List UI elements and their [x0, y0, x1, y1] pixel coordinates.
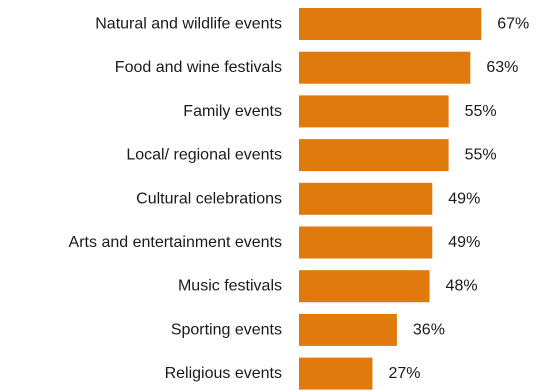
- value-label: 63%: [486, 59, 518, 76]
- bar: [299, 95, 449, 128]
- value-label: 36%: [413, 321, 445, 338]
- category-label: Music festivals: [178, 278, 282, 295]
- category-label: Local/ regional events: [126, 147, 282, 164]
- bar: [299, 182, 433, 215]
- category-label: Arts and entertainment events: [69, 234, 282, 251]
- bar: [299, 313, 397, 346]
- bar: [299, 357, 373, 390]
- bar: [299, 226, 433, 259]
- category-label: Natural and wildlife events: [95, 16, 282, 33]
- category-label: Food and wine festivals: [115, 59, 282, 76]
- value-label: 55%: [465, 103, 497, 120]
- value-label: 55%: [465, 147, 497, 164]
- bar: [299, 51, 471, 84]
- category-label: Cultural celebrations: [136, 190, 282, 207]
- value-label: 48%: [446, 278, 478, 295]
- value-label: 49%: [448, 190, 480, 207]
- value-label: 49%: [448, 234, 480, 251]
- category-label: Family events: [183, 103, 282, 120]
- category-label: Religious events: [165, 365, 282, 382]
- bar: [299, 8, 482, 40]
- bar: [299, 139, 449, 172]
- value-label: 67%: [497, 16, 529, 33]
- bar: [299, 270, 430, 303]
- category-labels: Natural and wildlife events Food and wine…: [69, 16, 282, 383]
- value-label: 27%: [388, 365, 420, 382]
- bars: [299, 8, 482, 390]
- value-labels: 67% 63% 55% 55% 49% 49% 48% 36% 27%: [388, 16, 529, 383]
- category-label: Sporting events: [171, 321, 282, 338]
